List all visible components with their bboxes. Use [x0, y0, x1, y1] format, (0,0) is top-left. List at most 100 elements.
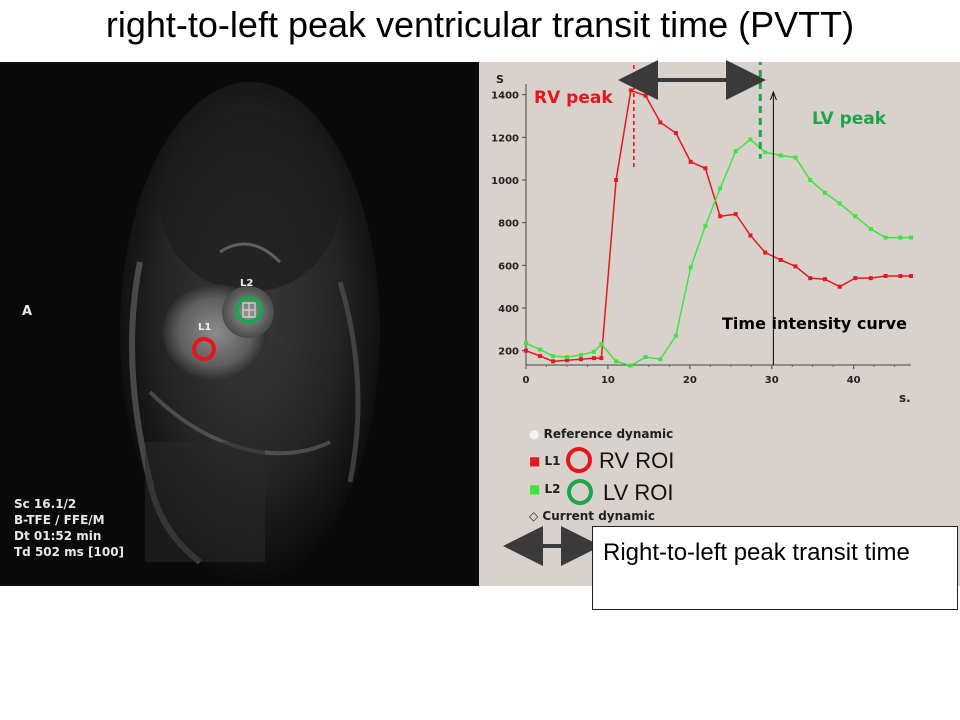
- legend-current-text: Current dynamic: [542, 509, 655, 523]
- data-point-l2: [703, 223, 708, 228]
- data-point-l1: [673, 131, 678, 136]
- rv-roi-label: RV ROI: [599, 448, 675, 473]
- arrow-overlay: [503, 526, 601, 566]
- data-point-l2: [822, 190, 827, 195]
- data-point-l2: [614, 359, 619, 364]
- data-point-l2: [643, 355, 648, 360]
- data-point-l2: [718, 186, 723, 191]
- data-point-l1: [822, 277, 827, 282]
- data-point-l1: [748, 233, 753, 238]
- lv-peak-label: LV peak: [812, 109, 887, 129]
- x-tick-label: 20: [683, 375, 697, 386]
- data-point-l1: [763, 250, 768, 255]
- data-point-l2: [808, 178, 813, 182]
- data-point-l1: [578, 357, 583, 362]
- data-point-l1: [658, 120, 663, 125]
- left-ventricle: [222, 286, 274, 338]
- data-point-l1: [898, 274, 903, 278]
- data-point-l1: [733, 212, 738, 217]
- legend-reference: ● Reference dynamic: [529, 427, 674, 441]
- data-point-l2: [688, 265, 693, 270]
- chart-panel: “”””, ”“““. 200 400 600 800 1000 1200 1400 0 10 2…: [479, 62, 960, 586]
- series-line-l2: [525, 138, 911, 367]
- x-tick-label: 0: [523, 375, 530, 386]
- data-point-l1: [599, 356, 604, 361]
- legend-current: ◇ Current dynamic: [529, 509, 655, 523]
- data-point-l1: [853, 276, 858, 281]
- data-point-l1: [793, 264, 798, 269]
- scan-info-line: Td 502 ms [100]: [14, 545, 125, 559]
- roi-tag-l1: L1: [198, 322, 212, 333]
- mri-image-panel: A L1 L2 Sc 16.1/2 B-TFE / FFE/M Dt 01:52…: [0, 62, 479, 586]
- data-point-l1: [591, 356, 596, 361]
- data-point-l2: [628, 363, 633, 368]
- legend-reference-text: Reference dynamic: [543, 427, 674, 441]
- lv-roi-legend-ring: [567, 479, 593, 505]
- orientation-label: A: [22, 304, 33, 319]
- scan-info-line: B-TFE / FFE/M: [14, 513, 105, 527]
- data-point-l2: [551, 354, 556, 358]
- data-point-l2: [793, 155, 798, 160]
- data-point-l2: [591, 349, 596, 354]
- data-point-l1: [718, 214, 723, 219]
- data-point-l1: [837, 284, 842, 289]
- scan-info: Sc 16.1/2 B-TFE / FFE/M Dt 01:52 min Td …: [14, 496, 124, 560]
- current-dynamic-arrowhead: [769, 90, 777, 101]
- data-point-l1: [703, 166, 708, 171]
- roi-tag-l2: L2: [240, 278, 254, 289]
- y-tick-label: 1400: [491, 91, 519, 102]
- rv-roi-legend-ring: [566, 447, 592, 473]
- scan-info-line: Dt 01:52 min: [14, 529, 102, 543]
- data-point-l2: [868, 227, 873, 232]
- series-line-l1: [525, 89, 911, 363]
- legend-l2: ■ L2: [529, 482, 561, 496]
- mri-scan-image: [120, 82, 380, 582]
- data-point-l1: [688, 159, 693, 164]
- data-point-l2: [898, 235, 903, 240]
- y-tick-label: 600: [498, 261, 519, 272]
- data-point-l2: [524, 341, 528, 346]
- data-point-l2: [733, 149, 738, 154]
- cutoff-header: “”””, ”“““.: [529, 62, 599, 63]
- slide-title: right-to-left peak ventricular transit t…: [105, 4, 855, 45]
- data-point-l2: [673, 333, 678, 338]
- data-point-l2: [564, 355, 569, 360]
- data-point-l1: [868, 276, 873, 281]
- y-unit-label: S: [496, 73, 504, 86]
- x-tick-label: 10: [601, 375, 615, 386]
- y-tick-label: 400: [498, 304, 519, 315]
- x-unit-label: s.: [899, 391, 911, 405]
- data-point-l1: [909, 274, 913, 278]
- data-point-l2: [599, 342, 604, 347]
- rv-peak-label: RV peak: [534, 88, 613, 108]
- legend-l2-text: L2: [544, 482, 561, 496]
- data-point-l2: [837, 201, 842, 206]
- data-point-l2: [909, 235, 913, 240]
- data-point-l2: [748, 137, 753, 142]
- data-point-l2: [578, 352, 583, 357]
- y-tick-label: 1200: [491, 133, 519, 144]
- data-point-l2: [763, 150, 768, 155]
- rv-roi-marker: [192, 337, 216, 361]
- data-point-l1: [808, 276, 813, 281]
- y-tick-label: 800: [498, 219, 519, 230]
- chart-series: [524, 88, 913, 368]
- legend-l1: ■ L1: [529, 454, 561, 468]
- data-point-l2: [778, 153, 783, 158]
- scan-info-line: Sc 16.1/2: [14, 497, 77, 511]
- x-tick-label: 40: [847, 375, 861, 386]
- data-point-l2: [853, 214, 858, 219]
- y-tick-label: 200: [498, 347, 519, 358]
- data-point-l1: [524, 348, 528, 353]
- data-point-l1: [883, 274, 888, 278]
- x-tick-label: 30: [765, 375, 779, 386]
- data-point-l1: [537, 354, 542, 358]
- transit-time-note: Right-to-left peak transit time: [592, 526, 958, 610]
- data-point-l2: [883, 235, 888, 240]
- data-point-l2: [658, 357, 663, 362]
- lv-roi-label: LV ROI: [603, 480, 674, 505]
- data-point-l2: [537, 347, 542, 352]
- y-tick-label: 1000: [491, 176, 519, 187]
- data-point-l1: [778, 258, 783, 262]
- data-point-l1: [564, 358, 569, 363]
